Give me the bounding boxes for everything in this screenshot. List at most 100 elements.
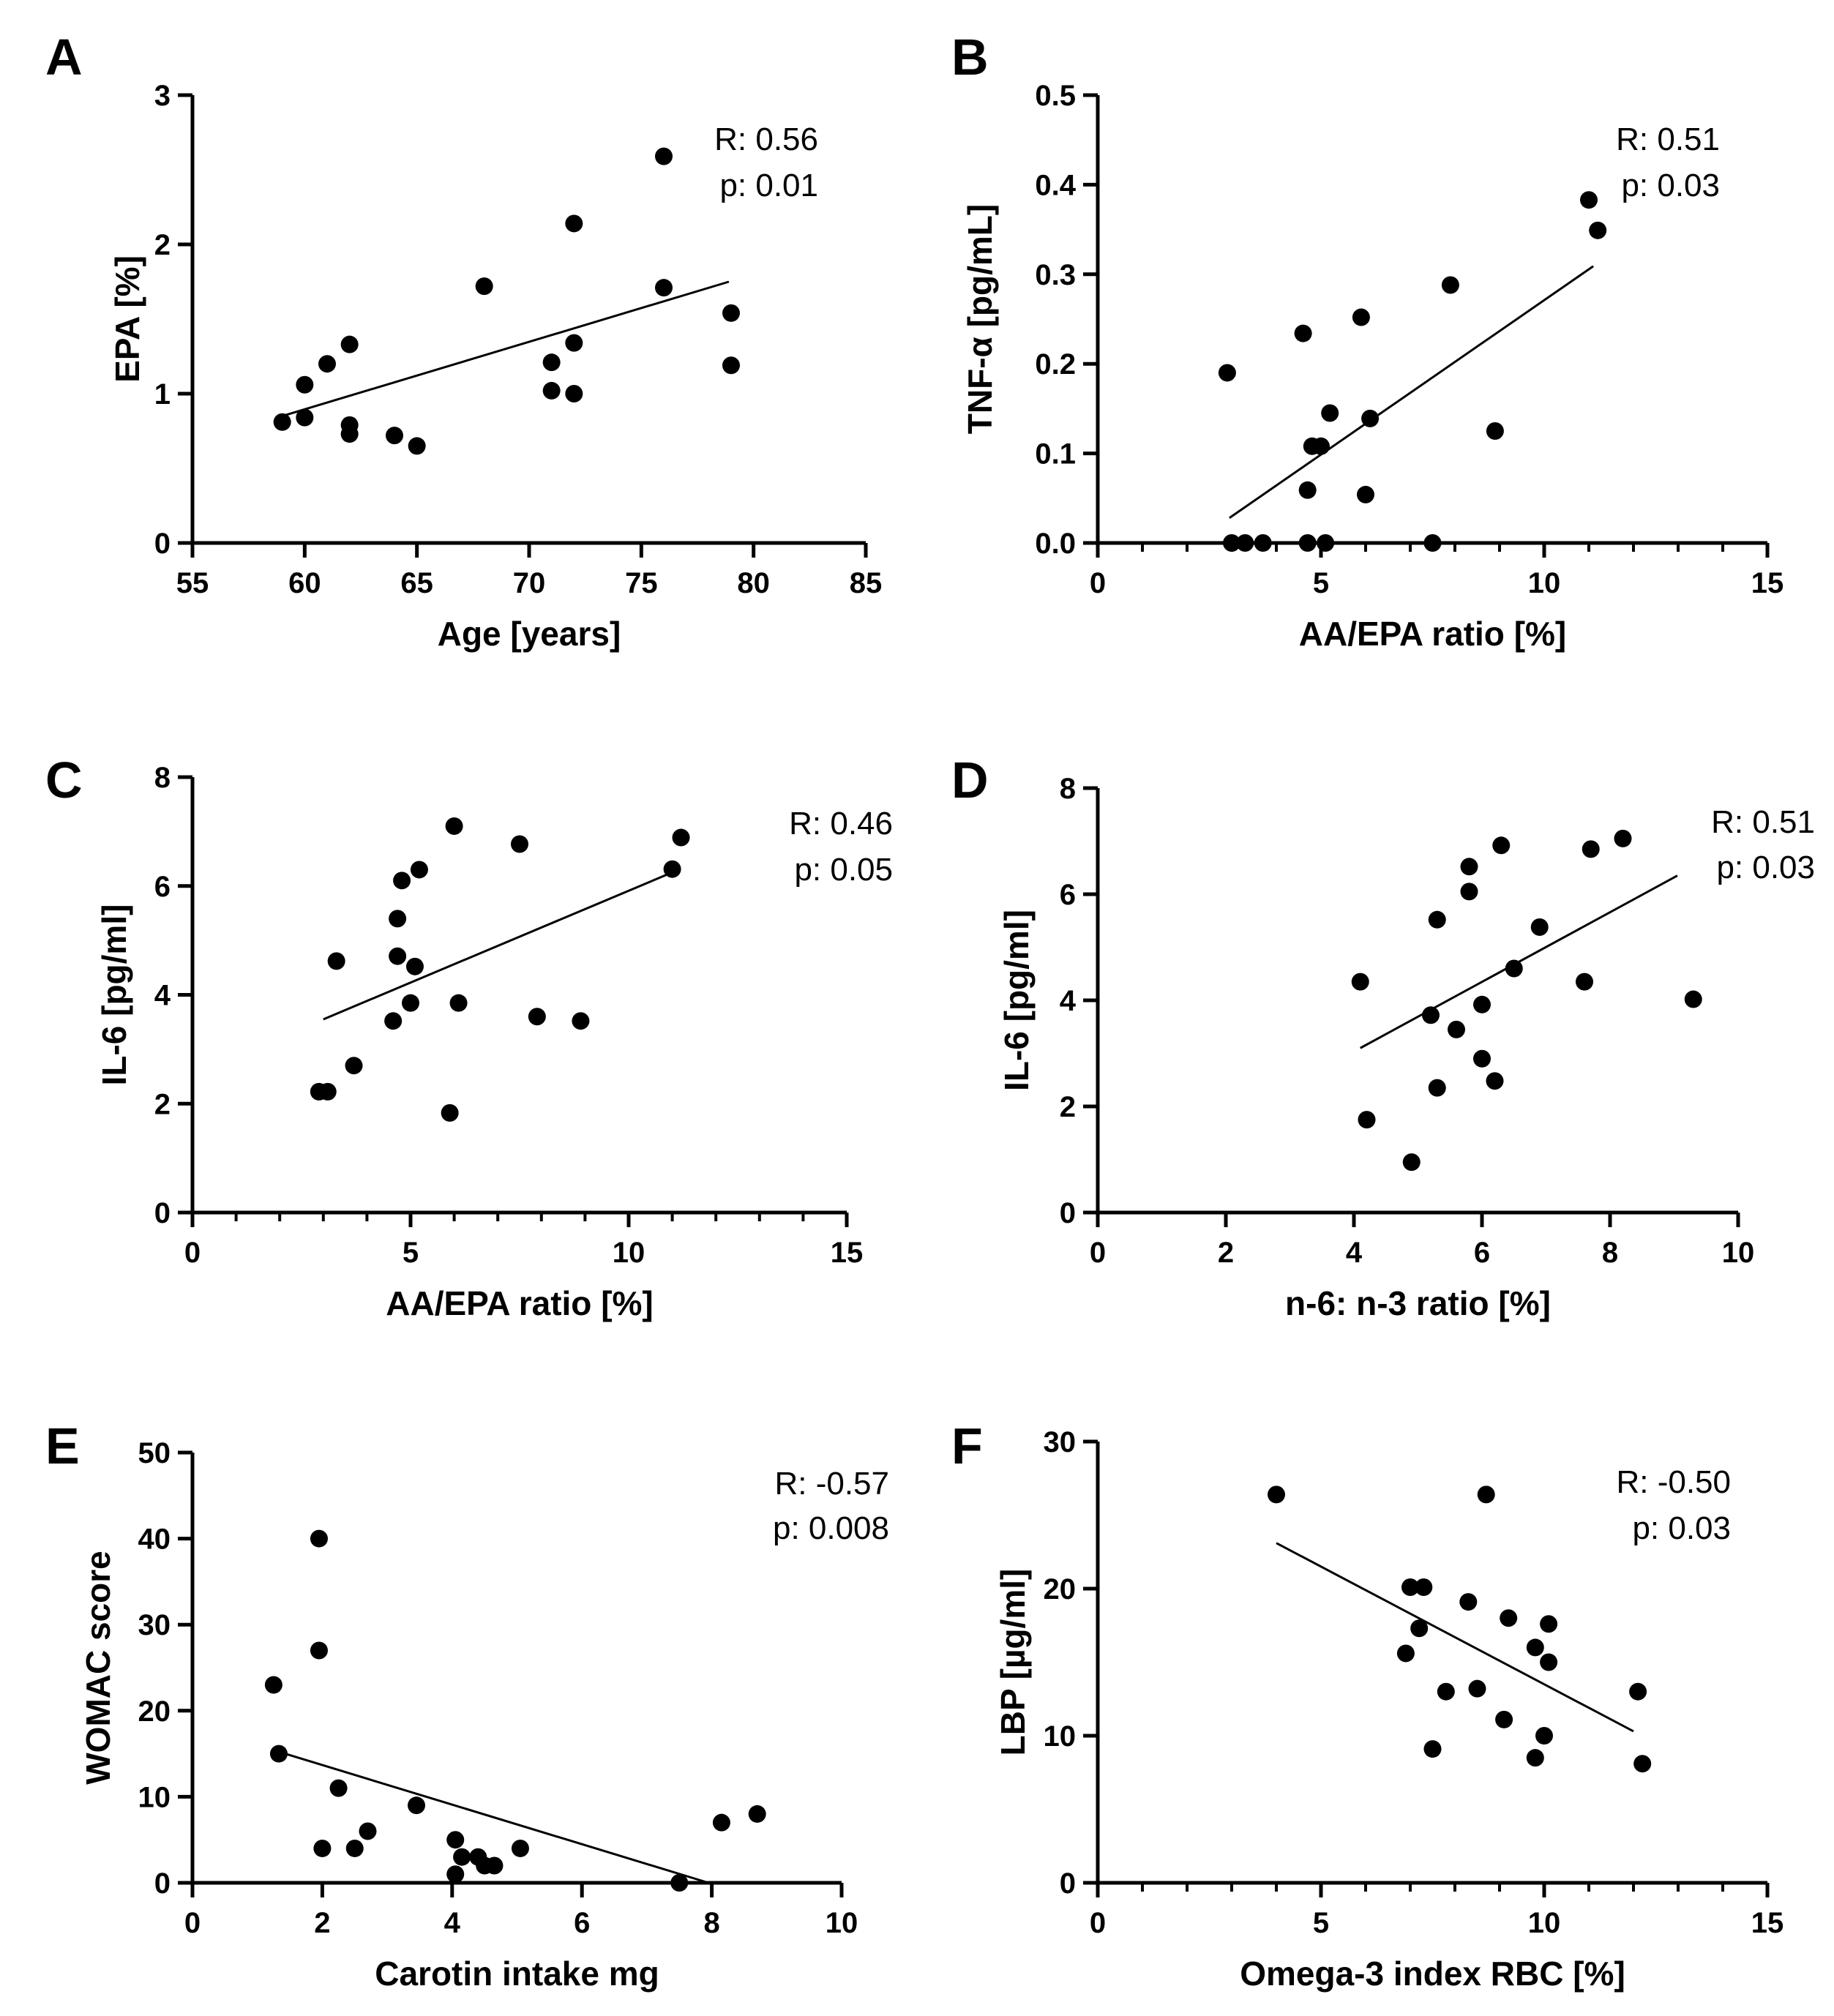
data-point <box>722 304 740 322</box>
regression-line <box>323 871 673 1021</box>
data-point <box>453 1848 471 1866</box>
x-tick-label: 2 <box>314 1907 330 1939</box>
panel-letter: E <box>45 1417 80 1474</box>
x-tick-label: 10 <box>826 1907 858 1939</box>
data-point <box>313 1839 332 1857</box>
data-point <box>340 425 359 443</box>
p-value: p: 0.03 <box>1632 1510 1731 1546</box>
data-point <box>410 861 428 879</box>
y-tick-label: 50 <box>138 1437 171 1469</box>
data-point <box>1580 191 1598 209</box>
y-tick-label: 2 <box>154 229 171 261</box>
panel-d: D 0 2 4 6 8 10 0 2 4 6 8 n-6: n-3 ratio [%] IL-6 [pg/… <box>951 752 1815 1322</box>
data-point <box>672 828 690 847</box>
x-tick-label: 5 <box>403 1237 419 1269</box>
data-point <box>748 1805 766 1823</box>
data-point <box>1361 409 1380 427</box>
data-point <box>655 147 673 165</box>
data-point <box>511 835 528 853</box>
data-point <box>345 1839 364 1857</box>
data-point <box>542 381 561 400</box>
data-point <box>655 279 673 297</box>
data-point <box>405 957 424 975</box>
y-tick-label: 6 <box>1060 879 1076 911</box>
regression-line <box>282 280 730 418</box>
data-point <box>393 872 411 890</box>
y-tick-label: 0 <box>154 1197 171 1229</box>
correlation-r: R: -0.57 <box>774 1466 889 1502</box>
data-point <box>1415 1578 1433 1596</box>
data-point <box>1629 1682 1647 1701</box>
x-axis-label: Age [years] <box>438 615 621 653</box>
x-tick-label: 10 <box>1528 567 1561 599</box>
data-point <box>345 1057 363 1075</box>
data-point <box>389 947 407 965</box>
x-tick-label: 8 <box>1602 1237 1618 1269</box>
data-point <box>670 1874 689 1892</box>
panel-letter: A <box>45 29 83 86</box>
data-point <box>1495 1710 1513 1728</box>
data-point <box>1298 534 1317 552</box>
data-point <box>1540 1653 1558 1671</box>
correlation-r: R: 0.56 <box>714 121 818 157</box>
data-point <box>1352 308 1370 326</box>
y-tick-label: 1 <box>154 378 171 411</box>
x-tick-label: 65 <box>400 567 433 599</box>
data-point <box>408 1796 426 1815</box>
regression-line <box>1229 265 1594 519</box>
data-point <box>1358 1111 1376 1129</box>
x-axis-label: AA/EPA ratio [%] <box>1299 615 1566 653</box>
data-point <box>445 817 463 835</box>
data-point <box>318 1082 337 1101</box>
correlation-r: R: 0.51 <box>1616 121 1720 157</box>
correlation-r: R: 0.46 <box>789 806 893 842</box>
data-point <box>1486 1072 1504 1090</box>
y-tick-label: 0.4 <box>1035 169 1076 201</box>
x-tick-label: 4 <box>1346 1237 1363 1269</box>
data-point <box>1441 276 1459 294</box>
data-point <box>264 1676 282 1694</box>
panel-letter: F <box>951 1417 983 1474</box>
x-tick-label: 5 <box>1313 567 1329 599</box>
data-point <box>485 1856 504 1875</box>
data-point <box>1423 534 1442 552</box>
x-tick-label: 0 <box>1090 567 1106 599</box>
panel-c: C 0 5 10 15 0 2 4 6 8 AA/EPA ratio [%] IL-6 [pg/ml]… <box>45 752 893 1322</box>
data-point <box>1486 422 1504 440</box>
data-point <box>310 1529 328 1548</box>
y-tick-label: 0 <box>154 1867 171 1900</box>
x-tick-label: 80 <box>737 567 770 599</box>
x-tick-label: 15 <box>1751 1907 1784 1939</box>
x-tick-label: 6 <box>1474 1237 1490 1269</box>
data-point <box>329 1779 348 1797</box>
data-point <box>1526 1749 1544 1767</box>
correlation-r: R: -0.50 <box>1616 1464 1731 1500</box>
data-point <box>1428 910 1446 929</box>
data-point <box>511 1839 529 1857</box>
y-tick-label: 30 <box>138 1609 171 1641</box>
data-point <box>310 1641 328 1660</box>
y-tick-label: 4 <box>154 980 171 1012</box>
y-tick-label: 20 <box>138 1695 171 1728</box>
data-point <box>565 334 583 352</box>
y-tick-label: 0.2 <box>1035 348 1076 381</box>
y-tick-label: 0.5 <box>1035 80 1076 112</box>
y-tick-label: 3 <box>154 80 171 112</box>
x-tick-label: 75 <box>625 567 658 599</box>
data-point <box>1321 404 1339 422</box>
data-point <box>1614 829 1632 847</box>
x-tick-label: 0 <box>184 1237 201 1269</box>
y-tick-label: 4 <box>1060 985 1077 1017</box>
data-point <box>1505 959 1523 978</box>
regression-line <box>276 1750 709 1884</box>
data-point <box>722 356 740 375</box>
y-tick-label: 0 <box>154 528 171 560</box>
x-tick-label: 2 <box>1218 1237 1234 1269</box>
x-tick-label: 85 <box>850 567 883 599</box>
y-tick-label: 10 <box>138 1781 171 1813</box>
x-tick-label: 4 <box>444 1907 461 1939</box>
data-point <box>386 427 403 445</box>
data-point <box>1459 1593 1478 1611</box>
x-tick-label: 60 <box>288 567 321 599</box>
